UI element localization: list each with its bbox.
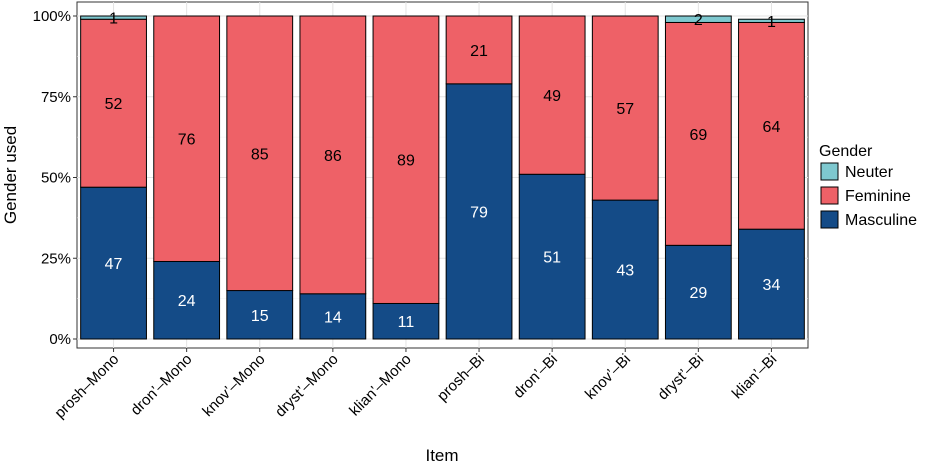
bar-value-label: 34: [763, 277, 781, 294]
legend-label: Masculine: [845, 212, 917, 229]
y-axis: 0% 25% 50% 75% 100%: [33, 8, 77, 348]
bar-value-label: 47: [105, 256, 123, 273]
bar-segment-neuter: [664, 15, 732, 23]
bar-segment-feminine: [299, 15, 367, 295]
bar-value-label: 1: [109, 11, 118, 28]
legend-key-feminine: [820, 186, 839, 205]
bar-value-label: 49: [543, 88, 561, 105]
bar-value-label: 85: [251, 146, 269, 163]
bar-segment-feminine: [664, 21, 732, 246]
x-tick-label: knov’–Bi: [582, 351, 634, 403]
y-tick-label: 100%: [33, 8, 71, 25]
bar-segment-neuter: [738, 18, 805, 23]
bar-segment-feminine: [226, 15, 294, 292]
bar-segment-masculine: [226, 290, 294, 340]
y-tick-label: 50%: [41, 170, 71, 187]
x-tick-label: dryst’–Bi: [654, 351, 707, 404]
legend-label: Neuter: [845, 164, 894, 181]
bar-labels: 47 52 1 24 76 15 85 14 86 11 89 79 21 51 49 43 57 29 69 2 34…: [105, 11, 781, 332]
bar-segment-masculine: [80, 186, 147, 340]
x-tick-label: klian’–Bi: [729, 351, 781, 403]
bar-value-label: 2: [694, 12, 703, 29]
bar-value-label: 43: [616, 263, 634, 280]
bar-value-label: 64: [763, 119, 781, 136]
bar-segment-feminine: [372, 15, 440, 304]
bar-value-label: 76: [178, 132, 196, 149]
y-tick-label: 0%: [49, 331, 71, 348]
bars: [80, 15, 805, 340]
bar-segment-masculine: [445, 83, 513, 340]
x-tick-label: knov’–Mono: [199, 351, 268, 420]
bar-value-label: 86: [324, 148, 342, 165]
y-tick-label: 25%: [41, 250, 71, 267]
bar-segment-neuter: [80, 15, 147, 20]
bar-segment-feminine: [80, 18, 147, 188]
bar-segment-feminine: [591, 15, 659, 201]
y-tick-label: 75%: [41, 89, 71, 106]
legend: Gender Neuter Feminine Masculine: [819, 143, 917, 229]
bar-segment-masculine: [518, 173, 586, 340]
bar-value-label: 79: [470, 204, 488, 221]
x-tick-label: dryst’–Mono: [272, 351, 342, 421]
bar-value-label: 11: [398, 314, 415, 331]
bar-value-label: 14: [324, 309, 342, 326]
bar-value-label: 21: [470, 43, 488, 60]
x-tick-label: klian’–Mono: [346, 351, 415, 420]
bar-value-label: 51: [543, 250, 561, 267]
bar-segment-masculine: [664, 244, 732, 340]
legend-title: Gender: [819, 143, 873, 160]
bar-value-label: 1: [767, 14, 776, 31]
bar-segment-feminine: [153, 15, 221, 262]
bar-segment-masculine: [372, 302, 440, 340]
x-tick-label: prosh–Bi: [434, 351, 488, 405]
legend-key-neuter: [820, 162, 839, 181]
bar-value-label: 89: [397, 153, 415, 170]
bar-segment-masculine: [591, 199, 659, 340]
bar-value-label: 57: [616, 101, 634, 118]
bar-value-label: 24: [178, 293, 196, 310]
bar-segment-feminine: [738, 21, 805, 230]
x-axis: prosh–Mono dron’–Mono knov’–Mono dryst’–Mon…: [51, 348, 780, 422]
x-tick-label: prosh–Mono: [51, 351, 122, 422]
bar-value-label: 29: [689, 285, 707, 302]
y-axis-title: Gender used: [1, 126, 20, 224]
bar-segment-masculine: [299, 293, 367, 340]
x-tick-label: dron’–Bi: [510, 351, 561, 402]
bar-value-label: 52: [105, 96, 123, 113]
x-axis-title: Item: [425, 446, 458, 465]
legend-key-masculine: [820, 210, 839, 229]
bar-segment-feminine: [445, 15, 513, 85]
legend-label: Feminine: [845, 188, 911, 205]
bar-segment-masculine: [738, 228, 805, 340]
bar-value-label: 15: [251, 308, 269, 325]
x-tick-label: dron’–Mono: [127, 351, 195, 419]
bar-segment-feminine: [518, 15, 586, 175]
bar-segment-masculine: [153, 260, 221, 340]
bar-value-label: 69: [689, 127, 707, 144]
